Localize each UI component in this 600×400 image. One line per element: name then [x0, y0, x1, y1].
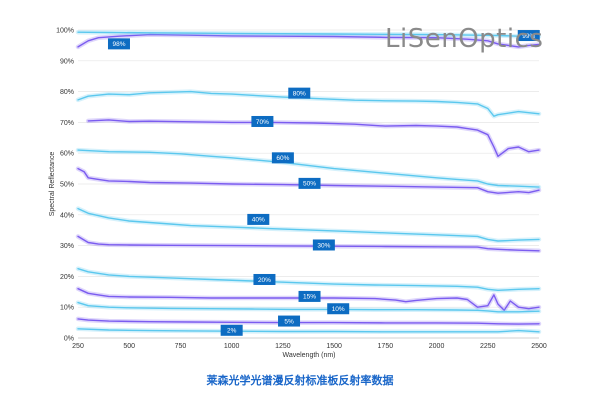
- series-label-text: 60%: [276, 155, 289, 162]
- y-tick-label: 70%: [60, 120, 74, 127]
- series-label-box: [107, 38, 130, 50]
- series-label: 70%: [251, 115, 274, 127]
- series-line: [77, 33, 540, 48]
- series-label-box: [327, 303, 350, 315]
- x-tick-label: 1250: [275, 343, 291, 350]
- series-label: 2%: [220, 324, 243, 336]
- series-label-box: [288, 87, 311, 99]
- series-label-box: [271, 152, 294, 164]
- series-label-box: [251, 115, 274, 127]
- series-label-box: [312, 239, 335, 251]
- x-tick-label: 750: [175, 343, 187, 350]
- x-tick-label: 2250: [480, 343, 496, 350]
- y-tick-label: 40%: [60, 212, 74, 219]
- series-label: 99%: [517, 30, 540, 42]
- series-label-text: 10%: [332, 306, 345, 313]
- series-line: [77, 31, 540, 38]
- axis-layer: 0% 10% 20% 30% 40% 50% 60% 70% 80% 90% 100% 250 500 7…: [56, 28, 547, 351]
- series-label-text: 70%: [256, 119, 269, 126]
- y-tick-label: 90%: [60, 58, 74, 65]
- series-label-text: 15%: [303, 294, 316, 301]
- series-line: [77, 268, 540, 291]
- series-label-box: [278, 315, 301, 327]
- series-label: 60%: [271, 152, 294, 164]
- y-tick-label: 50%: [60, 182, 74, 189]
- x-tick-label: 1750: [378, 343, 394, 350]
- series-label: 20%: [253, 273, 276, 285]
- series-label-box: [517, 30, 540, 42]
- series-line-glow: [75, 234, 542, 254]
- series-label-box: [220, 324, 243, 336]
- x-tick-label: 500: [123, 343, 135, 350]
- y-tick-label: 0%: [64, 336, 74, 343]
- x-tick-label: 250: [72, 343, 84, 350]
- y-axis-title: Spectral Reflectance: [49, 152, 56, 217]
- logo-text: LiSenOptics: [385, 24, 543, 54]
- y-tick-label: 10%: [60, 305, 74, 312]
- series-label-text: 20%: [258, 277, 271, 284]
- series-label-text: 40%: [252, 217, 265, 224]
- series-label: 10%: [327, 303, 350, 315]
- series-line: [77, 328, 540, 333]
- series-line: [77, 235, 540, 252]
- y-tick-label: 60%: [60, 151, 74, 158]
- series-label-box: [298, 290, 321, 302]
- series-label-text: 5%: [284, 318, 294, 325]
- series-label-text: 50%: [303, 181, 316, 188]
- series-line: [77, 207, 540, 242]
- x-axis-title: Wavelength (nm): [282, 352, 335, 359]
- x-tick-label: 1500: [326, 343, 342, 350]
- series-label-box: [253, 273, 276, 285]
- series-line: [77, 149, 540, 188]
- y-tick-label: 30%: [60, 243, 74, 250]
- y-tick-label: 20%: [60, 274, 74, 281]
- series-label-text: 98%: [112, 41, 125, 48]
- series-line: [77, 318, 540, 325]
- series-label-box: [298, 177, 321, 189]
- series-label-box: [247, 213, 270, 225]
- y-tick-label: 80%: [60, 89, 74, 96]
- chart-caption: 莱森光学光谱漫反射标准板反射率数据: [207, 373, 394, 387]
- company-logo: LiSenOptics: [385, 24, 543, 54]
- series-label-text: 80%: [293, 90, 306, 97]
- series-line: [87, 119, 540, 157]
- x-tick-label: 2500: [531, 343, 547, 350]
- series-layer: [75, 29, 542, 335]
- series-line: [77, 167, 540, 194]
- series-label-text: 2%: [227, 328, 237, 335]
- series-label-text: 99%: [522, 33, 535, 40]
- series-label: 5%: [278, 315, 301, 327]
- series-label: 80%: [288, 87, 311, 99]
- series-line: [77, 288, 540, 311]
- series-label: 40%: [247, 213, 270, 225]
- series-label: 50%: [298, 177, 321, 189]
- y-tick-label: 100%: [56, 28, 74, 35]
- series-label-text: 30%: [317, 242, 330, 249]
- series-line: [77, 90, 540, 117]
- series-label: 30%: [312, 239, 335, 251]
- series-label: 15%: [298, 290, 321, 302]
- series-label: 98%: [107, 38, 130, 50]
- x-tick-label: 2000: [429, 343, 445, 350]
- x-tick-label: 1000: [224, 343, 240, 350]
- series-label-layer: 98% 99% 80% 70% 60% 50% 40% 30% 20% 15% 10% 5% 2%: [107, 30, 540, 336]
